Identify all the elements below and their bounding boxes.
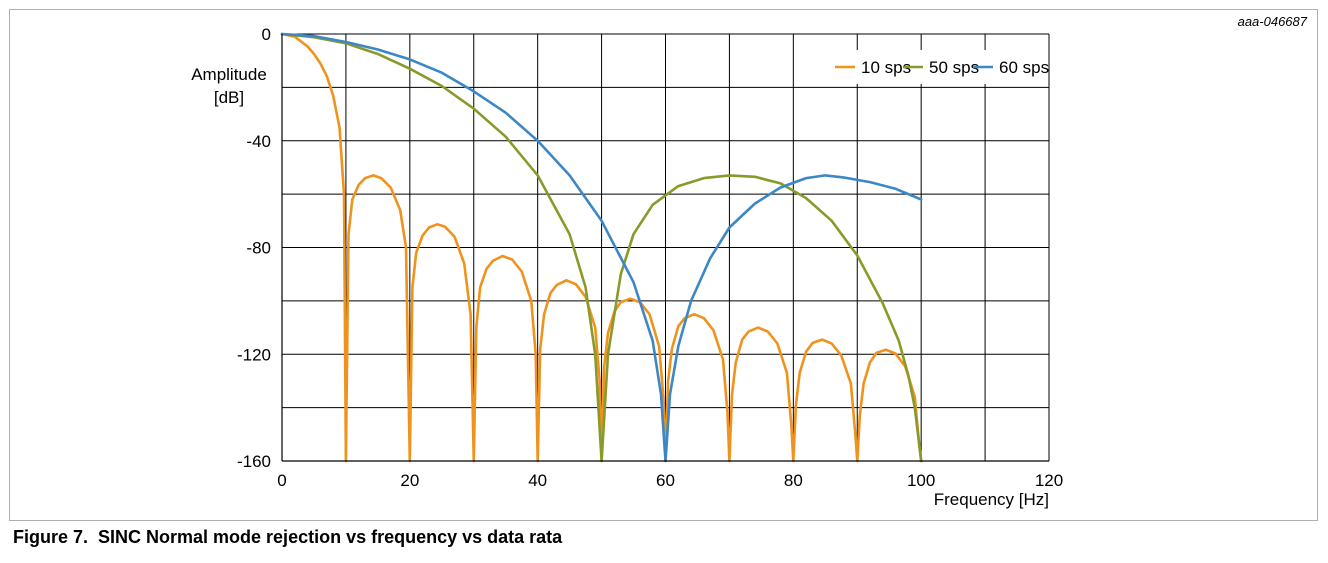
series-layer (280, 32, 923, 463)
legend-label: 10 sps (861, 58, 911, 77)
y-axis-label-line2: [dB] (214, 88, 244, 107)
figure-id: aaa-046687 (1238, 14, 1308, 29)
figure-frame (9, 9, 1318, 521)
y-tick-label: -80 (246, 239, 271, 258)
x-tick-label: 100 (907, 471, 935, 490)
x-tick-label: 40 (528, 471, 547, 490)
x-tick-label: 20 (400, 471, 419, 490)
grid (281, 33, 1050, 462)
y-tick-label: 0 (262, 25, 271, 44)
chart: 0 20 40 60 80 100 120 0 -40 -80 -120 -160 aaa-04668… (191, 14, 1308, 509)
legend-label: 60 sps (999, 58, 1049, 77)
tick-labels: 0 20 40 60 80 100 120 0 -40 -80 -120 -160 (237, 25, 1063, 490)
axes (281, 34, 1049, 462)
x-tick-label: 120 (1035, 471, 1063, 490)
x-tick-label: 0 (277, 471, 286, 490)
y-tick-label: -120 (237, 345, 271, 364)
series-line-50-sps (280, 32, 923, 463)
series-line-60-sps (280, 32, 923, 463)
legend-label: 50 sps (929, 58, 979, 77)
legend: 10 sps 50 sps 60 sps (820, 50, 1049, 84)
legend-background (820, 50, 1045, 84)
y-tick-label: -40 (246, 132, 271, 151)
series-line-10-sps (280, 32, 923, 463)
figure-caption: Figure 7. SINC Normal mode rejection vs … (13, 527, 563, 547)
y-axis-label-line1: Amplitude (191, 65, 267, 84)
x-axis-label: Frequency [Hz] (934, 490, 1049, 509)
y-tick-label: -160 (237, 452, 271, 471)
x-tick-label: 60 (656, 471, 675, 490)
x-tick-label: 80 (784, 471, 803, 490)
